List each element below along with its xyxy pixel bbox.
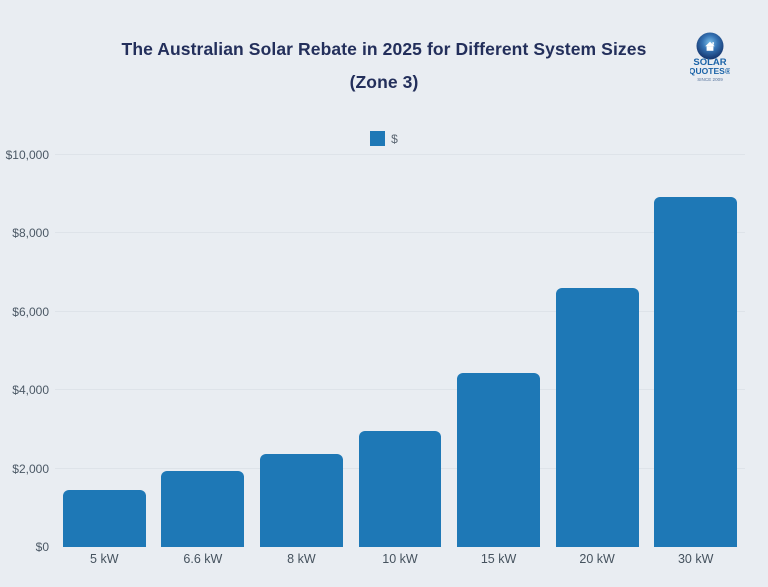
gridline [55,389,745,391]
chart-title: The Australian Solar Rebate in 2025 for … [0,33,768,99]
logo-text-since: SINCE 2009 [697,77,723,82]
bar[interactable] [654,196,738,547]
chart-title-line1: The Australian Solar Rebate in 2025 for … [121,39,647,59]
house-icon [705,41,715,51]
y-axis: $0 $2,000 $4,000 $6,000 $8,000 $10,000 [0,148,49,554]
bar[interactable] [358,431,442,547]
x-tick-label: 15 kW [480,552,517,566]
legend-swatch-icon [370,131,386,146]
solarquotes-logo: SOLAR QUOTES® SINCE 2009 [689,31,732,86]
bar[interactable] [161,470,245,547]
logo-text-solar: SOLAR [693,57,726,68]
bar[interactable] [260,453,343,547]
legend-item-dollars[interactable]: $ [370,131,398,146]
y-tick-label: $2,000 [12,461,49,476]
x-tick-label: 10 kW [382,552,418,566]
x-tick-label: 5 kW [90,552,119,566]
gridline [55,154,745,155]
bar[interactable] [62,489,146,547]
legend: $ [0,131,768,146]
chart-title-line2: (Zone 3) [349,72,419,92]
x-tick-label: 8 kW [287,552,316,566]
x-tick-label: 6.6 kW [183,552,223,566]
legend-label: $ [391,131,398,146]
bar[interactable] [457,372,540,547]
gridline [55,310,745,312]
y-tick-label: $8,000 [12,226,49,241]
gridline [55,232,745,234]
x-tick-label: 20 kW [579,552,615,566]
bar[interactable] [555,288,639,547]
solarquotes-logo-icon: SOLAR QUOTES® SINCE 2009 [689,32,732,82]
y-tick-label: $6,000 [12,304,49,319]
logo-text-quotes: QUOTES® [690,66,730,76]
x-tick-label: 30 kW [677,552,714,566]
plot-area [55,154,745,547]
y-tick-label: $4,000 [12,383,49,398]
y-tick-label: $0 [35,540,49,554]
y-tick-label: $10,000 [5,148,49,162]
x-axis: 5 kW 6.6 kW 8 kW 10 kW 15 kW 20 kW 30 kW [55,552,745,568]
